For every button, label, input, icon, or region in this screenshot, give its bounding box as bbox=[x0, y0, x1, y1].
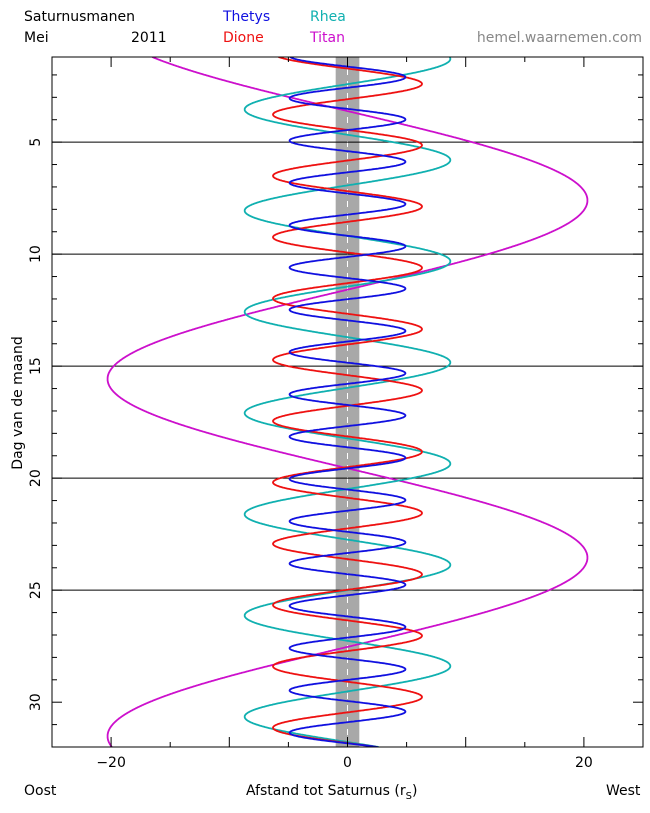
y-tick-label-30: 30 bbox=[28, 693, 44, 711]
legend-titan: Titan bbox=[310, 30, 345, 46]
x-tick-label-20: 20 bbox=[575, 755, 593, 771]
plot-area: 5 10 15 20 25 30 −20 0 20 bbox=[28, 56, 644, 771]
footer-east-label: Oost bbox=[24, 783, 57, 799]
series-line-titan bbox=[106, 57, 589, 747]
y-tick-label-20: 20 bbox=[28, 469, 44, 487]
y-tick-label-5: 5 bbox=[28, 138, 44, 147]
y-axis-label: Dag van de maand bbox=[10, 336, 26, 469]
x-axis-label-sub: S bbox=[405, 790, 412, 802]
legend-rhea: Rhea bbox=[310, 9, 346, 25]
legend-dione: Dione bbox=[223, 30, 264, 46]
x-axis-label-close: ) bbox=[411, 783, 418, 799]
chart-title-year: 2011 bbox=[131, 30, 167, 46]
x-axis-label: Afstand tot Saturnus (rS) bbox=[246, 783, 417, 802]
series-line-rhea bbox=[243, 57, 452, 747]
legend-thetys: Thetys bbox=[223, 9, 271, 25]
chart-title-line1: Saturnusmanen bbox=[24, 9, 135, 25]
series-line-thetys bbox=[288, 57, 407, 747]
series-line-dione bbox=[271, 57, 424, 747]
y-tick-label-10: 10 bbox=[28, 245, 44, 263]
x-tick-label--20: −20 bbox=[96, 755, 126, 771]
y-tick-label-25: 25 bbox=[28, 581, 44, 599]
x-axis-label-main: Afstand tot Saturnus (r bbox=[246, 783, 406, 799]
x-tick-label-0: 0 bbox=[343, 755, 352, 771]
site-credit: hemel.waarnemen.com bbox=[476, 30, 642, 46]
y-tick-label-15: 15 bbox=[28, 357, 44, 375]
chart-title-month: Mei bbox=[24, 30, 49, 46]
footer-west-label: West bbox=[606, 783, 641, 799]
